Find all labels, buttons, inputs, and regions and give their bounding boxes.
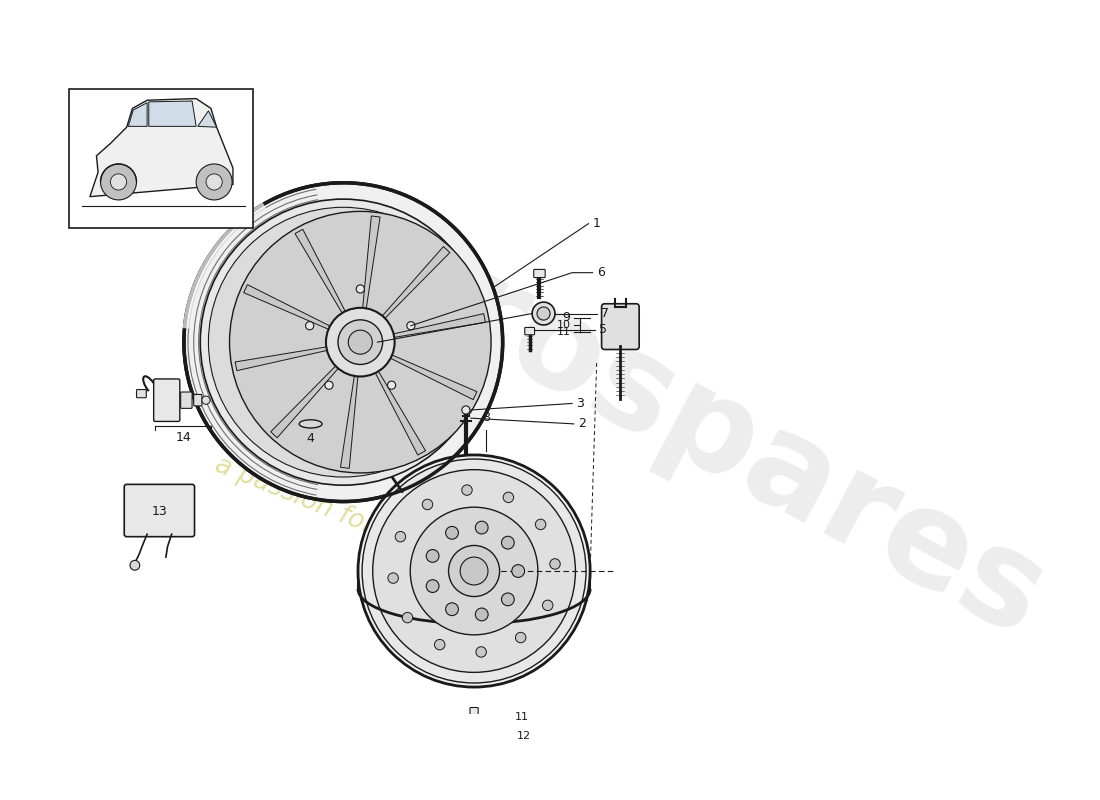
Circle shape: [100, 164, 136, 200]
Circle shape: [110, 174, 126, 190]
FancyBboxPatch shape: [154, 379, 179, 422]
Circle shape: [338, 320, 383, 365]
Polygon shape: [341, 376, 358, 468]
Text: 8: 8: [482, 411, 491, 424]
FancyBboxPatch shape: [194, 394, 202, 406]
Text: 9: 9: [562, 311, 571, 324]
Text: 10: 10: [557, 320, 571, 330]
Circle shape: [388, 573, 398, 583]
Circle shape: [403, 612, 412, 623]
Text: a passion for parts since 1985: a passion for parts since 1985: [211, 452, 590, 625]
Circle shape: [362, 459, 586, 683]
Text: 3: 3: [576, 397, 584, 410]
Circle shape: [373, 470, 575, 672]
Circle shape: [206, 174, 222, 190]
Circle shape: [200, 199, 486, 485]
Text: 4: 4: [307, 432, 315, 445]
Polygon shape: [363, 216, 381, 308]
Circle shape: [326, 308, 395, 377]
Circle shape: [196, 164, 232, 200]
Circle shape: [475, 608, 488, 621]
Circle shape: [516, 632, 526, 642]
FancyBboxPatch shape: [602, 304, 639, 350]
Text: 11: 11: [557, 326, 571, 337]
Text: 13: 13: [152, 505, 167, 518]
Text: 6: 6: [596, 266, 605, 279]
Circle shape: [184, 182, 503, 502]
Text: 7: 7: [601, 307, 608, 320]
FancyBboxPatch shape: [525, 327, 535, 334]
Circle shape: [356, 285, 364, 293]
Circle shape: [476, 646, 486, 657]
Circle shape: [512, 565, 525, 578]
FancyBboxPatch shape: [534, 270, 546, 278]
Text: 5: 5: [600, 323, 607, 336]
Polygon shape: [295, 230, 345, 313]
Polygon shape: [271, 366, 338, 438]
Circle shape: [446, 526, 459, 539]
Circle shape: [208, 207, 478, 477]
Polygon shape: [235, 347, 327, 370]
Circle shape: [434, 639, 446, 650]
Circle shape: [446, 603, 459, 615]
Circle shape: [407, 322, 415, 330]
Circle shape: [503, 492, 514, 502]
Circle shape: [550, 558, 560, 569]
Circle shape: [532, 302, 556, 325]
Circle shape: [449, 546, 499, 597]
Circle shape: [410, 507, 538, 635]
Text: 12: 12: [517, 731, 530, 741]
Polygon shape: [244, 285, 330, 330]
Polygon shape: [394, 314, 485, 338]
FancyBboxPatch shape: [136, 390, 146, 398]
Text: 2: 2: [578, 418, 585, 430]
Circle shape: [130, 560, 140, 570]
Circle shape: [324, 381, 333, 390]
Circle shape: [387, 381, 396, 390]
Polygon shape: [383, 246, 450, 318]
FancyBboxPatch shape: [180, 392, 192, 408]
Circle shape: [502, 536, 514, 549]
Ellipse shape: [299, 420, 322, 428]
Circle shape: [422, 499, 432, 510]
Bar: [69, 89, 253, 228]
Polygon shape: [148, 101, 196, 126]
Circle shape: [202, 396, 210, 404]
Circle shape: [462, 406, 470, 414]
Circle shape: [502, 593, 514, 606]
Text: 14: 14: [175, 431, 191, 444]
Circle shape: [460, 557, 488, 585]
Circle shape: [426, 580, 439, 593]
Polygon shape: [90, 98, 233, 197]
FancyBboxPatch shape: [469, 731, 480, 741]
Circle shape: [230, 211, 491, 473]
Circle shape: [462, 485, 472, 495]
Polygon shape: [198, 111, 217, 127]
Circle shape: [358, 455, 590, 687]
Circle shape: [537, 307, 550, 320]
Circle shape: [395, 531, 406, 542]
Circle shape: [475, 521, 488, 534]
Circle shape: [426, 550, 439, 562]
Circle shape: [542, 600, 553, 610]
Polygon shape: [375, 371, 426, 455]
Text: 1: 1: [593, 217, 601, 230]
Polygon shape: [390, 355, 477, 400]
Text: eurospares: eurospares: [270, 160, 1066, 664]
FancyBboxPatch shape: [470, 707, 478, 727]
Text: 11: 11: [515, 712, 529, 722]
Circle shape: [536, 519, 546, 530]
Circle shape: [306, 322, 313, 330]
Polygon shape: [129, 102, 147, 126]
Circle shape: [349, 330, 372, 354]
FancyBboxPatch shape: [124, 484, 195, 537]
